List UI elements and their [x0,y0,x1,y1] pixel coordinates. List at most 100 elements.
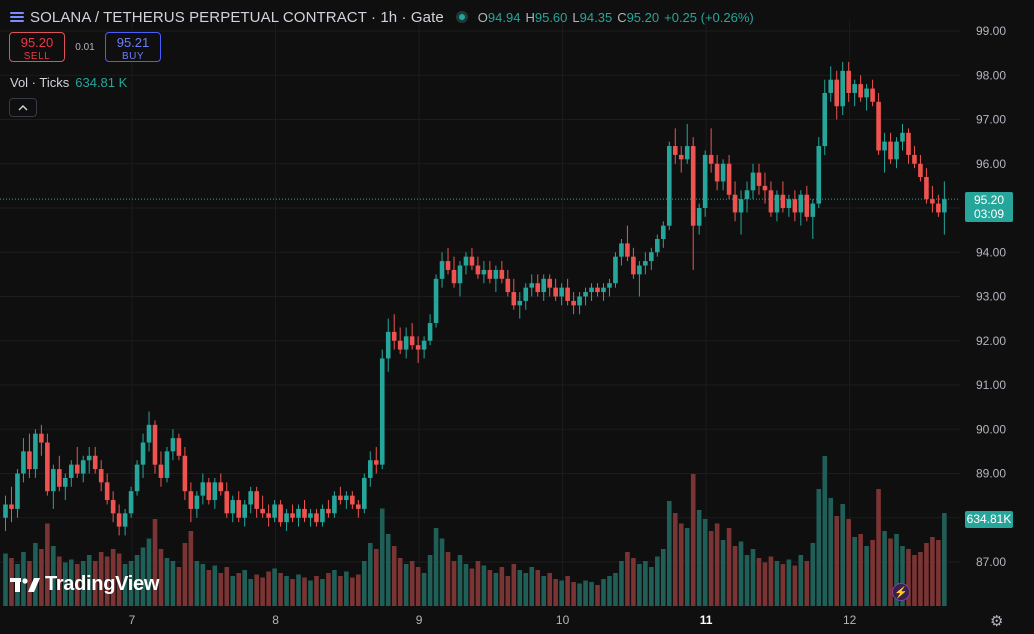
candle-body [942,199,947,213]
volume-bar [92,561,98,606]
candle-body [445,261,451,270]
candle-body [882,141,887,151]
candle-body [260,508,265,514]
candle-body [523,287,529,301]
volume-bar [942,513,947,606]
candle-body [475,265,481,275]
candle-body [696,208,702,226]
candle-body [308,513,313,518]
candle-body [86,455,92,461]
price-tick-label: 89.00 [976,467,1006,481]
volume-bar [499,567,505,606]
collapse-legend-button[interactable] [9,98,37,117]
volume-bar [469,568,475,606]
candle-body [535,283,541,293]
volume-bar [338,576,343,606]
candle-body [427,323,433,341]
candle-body [98,469,104,483]
candle-body [655,238,660,253]
candle-body [45,442,50,492]
candle-body [918,163,923,178]
volume-bar [379,508,385,606]
candle-body [332,495,337,514]
volume-bar [206,570,212,606]
volume-bar [284,576,289,606]
volume-legend[interactable]: Vol · Ticks 634.81 K [10,75,127,90]
volume-bar [457,555,463,606]
volume-bar [583,580,588,606]
volume-bar [433,528,439,606]
volume-bar [266,571,271,606]
candle-body [720,163,726,182]
volume-bar [924,543,929,606]
chart-grid [0,20,960,606]
volume-bar [864,546,869,606]
volume-bar [649,567,654,606]
volume-bar [834,516,840,606]
volume-bar [9,558,14,606]
last-price-tag: 95.20 03:09 [965,192,1013,222]
time-tick-label: 12 [843,613,857,627]
volume-bar [565,576,570,606]
candle-body [80,460,86,474]
volume-bar [517,570,523,606]
volume-bar [320,579,325,606]
volume-bar [918,552,923,606]
volume-bar [505,576,511,606]
candle-body [194,495,200,509]
candle-body [666,146,672,226]
volume-bar [332,570,337,606]
candle-body [589,287,594,293]
sell-button[interactable]: 95.20 SELL [9,32,65,62]
volume-bar [768,556,774,606]
candle-body [206,482,212,501]
volume-bar [936,540,941,606]
high-key: H [525,9,535,25]
candle-body [828,79,834,93]
candle-body [176,438,182,456]
gear-icon[interactable]: ⚙ [990,613,1004,630]
candle-body [140,442,146,465]
volume-bar [870,540,875,606]
volume-bar [852,537,857,606]
volume-bar [678,523,684,606]
volume-bar [278,573,283,606]
volume-bar [104,556,110,606]
candle-body [870,88,875,102]
candle-body [822,92,828,147]
open-key: O [477,9,488,25]
candle-body [439,261,445,279]
volume-bar [254,574,259,606]
candle-body [613,256,618,284]
symbol-title[interactable]: SOLANA / TETHERUS PERPETUAL CONTRACT · 1… [30,8,444,26]
volume-bar [439,538,445,606]
candle-body [284,513,289,523]
volume-bar [308,580,313,606]
high-value: 95.60 [534,9,568,25]
volume-bar [326,573,331,606]
volume-bar [661,549,666,606]
volume-bar [86,555,92,606]
candle-body [786,199,792,208]
candle-body [547,278,552,288]
candle-body [242,504,247,518]
tradingview-logo[interactable]: TradingView [10,573,159,596]
candle-body [726,163,732,195]
volume-bar [98,552,104,606]
candle-body [762,185,768,191]
candle-body [290,513,295,518]
volume-bar [146,538,152,606]
candle-body [840,70,845,107]
candle-body [170,438,176,452]
price-tick-label: 96.00 [976,157,1006,171]
buy-button[interactable]: 95.21 BUY [105,32,161,62]
volume-bar [511,564,517,606]
volume-bar [876,489,881,606]
candle-body [134,464,140,492]
volume-bar [529,567,535,606]
candle-body [643,261,648,266]
symbol-list-icon[interactable] [10,10,24,24]
lightning-icon[interactable]: ⚡ [892,583,910,601]
candle-body [403,336,409,350]
